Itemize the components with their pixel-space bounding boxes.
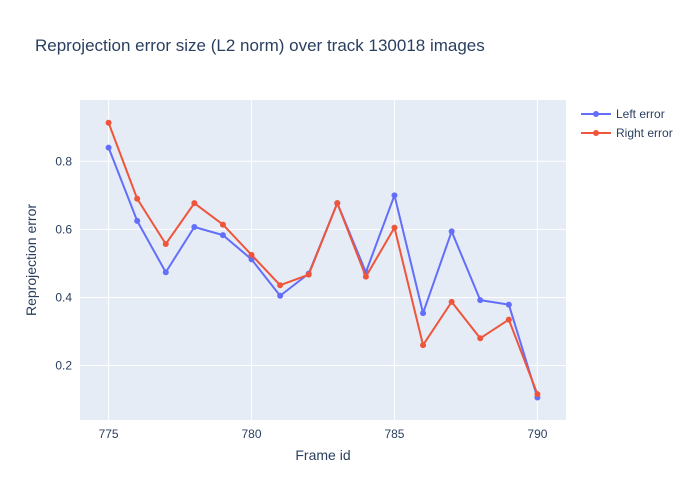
data-point[interactable]: [162, 269, 169, 276]
x-tick-label: 780: [242, 427, 262, 441]
data-point[interactable]: [362, 273, 369, 280]
data-point[interactable]: [134, 195, 141, 202]
data-point[interactable]: [219, 232, 226, 239]
data-point[interactable]: [420, 342, 427, 349]
series-layer: [105, 119, 541, 401]
data-point[interactable]: [391, 192, 398, 199]
data-point[interactable]: [105, 119, 112, 126]
data-point[interactable]: [134, 217, 141, 224]
data-point[interactable]: [191, 200, 198, 207]
data-point[interactable]: [191, 223, 198, 230]
x-tick-label: 785: [384, 427, 404, 441]
data-point[interactable]: [334, 200, 341, 207]
legend[interactable]: Left error Right error: [581, 107, 673, 140]
x-tick-label: 775: [99, 427, 119, 441]
x-tick-label: 790: [527, 427, 547, 441]
data-point[interactable]: [420, 310, 427, 317]
legend-marker: [593, 111, 599, 117]
data-point[interactable]: [505, 301, 512, 308]
plot-area: [80, 100, 566, 420]
legend-marker: [593, 130, 599, 136]
series-line: [107, 122, 539, 395]
data-point[interactable]: [448, 298, 455, 305]
data-point[interactable]: [391, 224, 398, 231]
data-point[interactable]: [477, 297, 484, 304]
data-point[interactable]: [277, 282, 284, 289]
data-point[interactable]: [305, 271, 312, 278]
legend-label: Right error: [616, 126, 673, 140]
data-point[interactable]: [219, 221, 226, 228]
data-point[interactable]: [505, 316, 512, 323]
legend-label: Left error: [616, 107, 665, 121]
legend-item[interactable]: Left error: [581, 107, 665, 121]
axis-ticks: 775 780 785 790 0.2 0.4 0.6 0.8: [55, 154, 547, 441]
data-point[interactable]: [105, 144, 112, 151]
y-tick-label: 0.6: [55, 222, 72, 236]
data-point[interactable]: [277, 292, 284, 299]
data-point[interactable]: [477, 335, 484, 342]
legend-item[interactable]: Right error: [581, 126, 673, 140]
y-tick-label: 0.8: [55, 154, 72, 168]
x-axis-title: Frame id: [295, 447, 350, 463]
data-point[interactable]: [162, 241, 169, 247]
data-point[interactable]: [248, 251, 255, 258]
y-tick-label: 0.2: [55, 359, 72, 373]
series-right-error: [105, 119, 541, 398]
data-point[interactable]: [448, 228, 455, 235]
data-point[interactable]: [534, 391, 541, 398]
y-axis-title: Reprojection error: [23, 204, 39, 316]
chart-title: Reprojection error size (L2 norm) over t…: [35, 36, 485, 55]
y-tick-label: 0.4: [55, 290, 72, 304]
